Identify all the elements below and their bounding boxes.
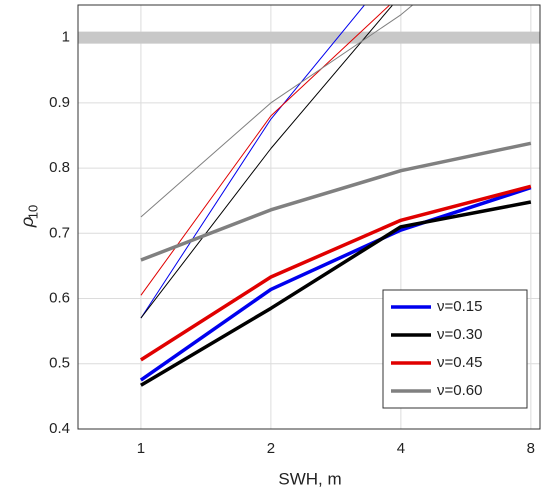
y-tick-label: 0.5	[49, 355, 70, 372]
x-tick-label: 1	[137, 440, 145, 457]
thin-line	[140, 5, 366, 319]
plot-frame	[77, 4, 541, 430]
x-axis-label: SWH, m	[278, 469, 341, 488]
line	[139, 184, 532, 362]
thin-line	[140, 5, 391, 296]
x-tick-label: 8	[527, 440, 535, 457]
legend-box	[382, 289, 528, 409]
legend-label: ν=0.45	[437, 354, 482, 371]
y-tick-label: 1	[62, 29, 70, 46]
legend-label: ν=0.15	[437, 298, 482, 315]
y-axis-label: ρ	[17, 217, 37, 228]
legend-label: ν=0.60	[437, 382, 482, 399]
x-tick-label: 4	[397, 440, 405, 457]
legend-label: ν=0.30	[437, 326, 482, 343]
y-tick-label: 0.9	[49, 94, 70, 111]
y-tick-label: 0.7	[49, 224, 70, 241]
thin-line	[140, 5, 394, 319]
y-tick-label: 0.8	[49, 159, 70, 176]
thin-line	[140, 5, 414, 218]
y-tick-label: 0.4	[49, 420, 70, 437]
line	[140, 141, 532, 262]
y-axis-label-sub: 10	[25, 205, 40, 219]
x-tick-label: 2	[267, 440, 275, 457]
line	[140, 200, 532, 387]
line	[139, 185, 532, 382]
y-tick-label: 0.6	[49, 290, 70, 307]
